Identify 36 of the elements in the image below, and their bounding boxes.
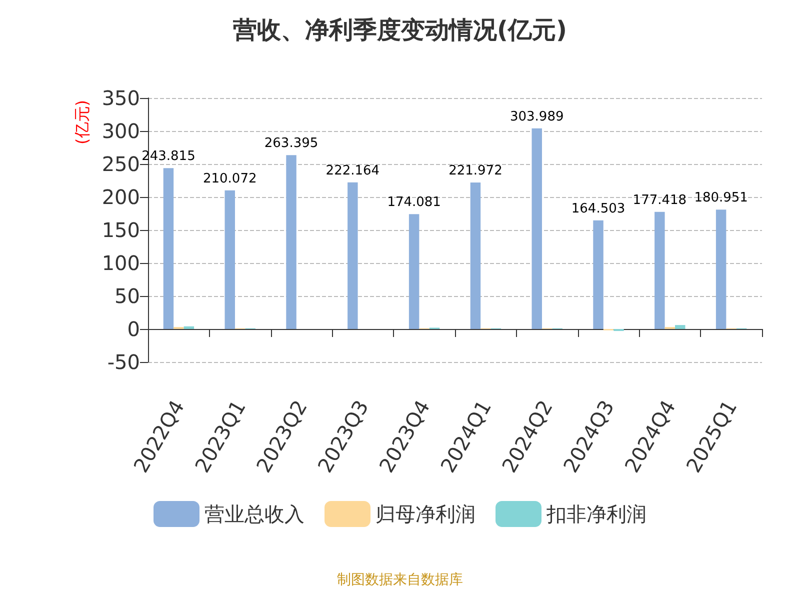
legend-label: 扣非净利润 <box>546 502 646 526</box>
bar <box>654 212 665 329</box>
bar <box>163 168 174 329</box>
y-tick-label: 150 <box>102 218 140 242</box>
data-label: 177.418 <box>632 192 687 208</box>
y-tick-label: -50 <box>107 350 140 374</box>
bar <box>224 190 235 329</box>
y-tick-label: 350 <box>102 86 140 110</box>
y-axis-title: (亿元) <box>72 100 92 144</box>
bar <box>348 182 358 329</box>
bar <box>184 326 194 329</box>
legend-label: 营业总收入 <box>204 502 304 526</box>
bar <box>408 214 420 329</box>
data-label: 222.164 <box>326 163 380 178</box>
y-tick-label: 100 <box>102 251 140 275</box>
y-tick-label: 0 <box>127 317 140 341</box>
bar <box>286 155 296 329</box>
bar <box>675 325 686 329</box>
legend-label: 归母净利润 <box>376 502 476 526</box>
y-tick-label: 250 <box>102 152 140 176</box>
text: 制图数据来自数据库 <box>337 572 463 588</box>
data-label: 221.972 <box>448 164 502 178</box>
data-label: 180.951 <box>694 190 748 206</box>
bar <box>470 182 481 329</box>
data-label: 210.072 <box>202 171 257 186</box>
bar <box>593 220 604 329</box>
data-label: 303.989 <box>510 109 564 124</box>
bar <box>716 210 726 329</box>
data-label: 174.081 <box>387 195 441 210</box>
y-tick-label: 300 <box>102 119 140 143</box>
data-label: 263.395 <box>264 136 318 152</box>
data-label: 164.503 <box>571 201 626 216</box>
y-tick-label: 50 <box>114 284 140 308</box>
chart-title: 营收、净利季度变动情况(亿元) <box>232 16 567 44</box>
bar <box>532 128 542 329</box>
y-tick-label: 200 <box>102 185 140 209</box>
